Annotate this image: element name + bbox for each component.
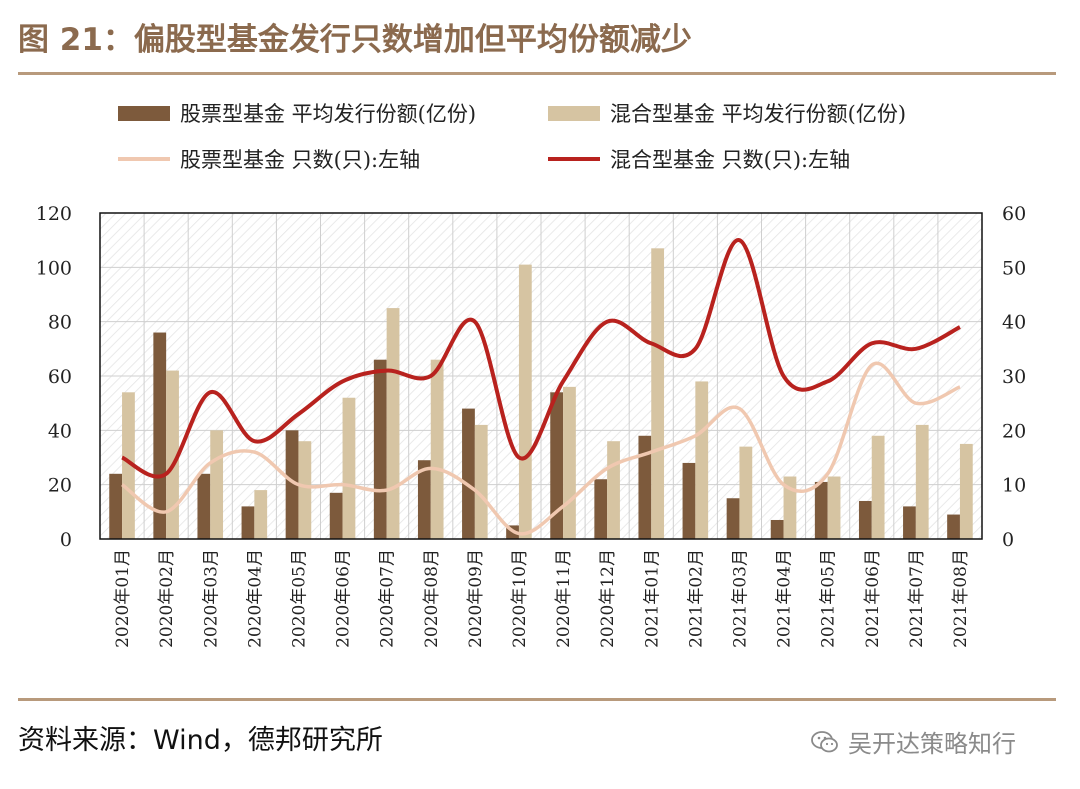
bottom-divider [18,698,1056,701]
x-tick-label: 2020年11月 [554,549,574,648]
chart-legend: 股票型基金 平均发行份额(亿份) 混合型基金 平均发行份额(亿份) 股票型基金 … [0,92,1080,188]
legend-label-mixed-line: 混合型基金 只数(只):左轴 [610,148,851,172]
legend-item-stock-line: 股票型基金 只数(只):左轴 [118,144,420,174]
x-tick-label: 2021年02月 [686,549,706,648]
bar-mixed [871,435,885,539]
bar-mixed [915,424,929,539]
line-mixed-count [121,238,961,479]
x-tick-label: 2020年06月 [334,549,354,648]
x-tick-label: 2020年05月 [289,549,309,648]
bar-mixed [474,424,488,539]
y-right-tick-label: 40 [1002,312,1026,334]
bar-mixed [607,441,620,539]
line-stock-count [121,361,961,536]
bar-mixed [651,248,665,540]
bar-stock [770,519,784,539]
legend-item-stock-bar: 股票型基金 平均发行份额(亿份) [118,98,476,128]
x-tick-label: 2020年08月 [422,549,442,648]
legend-swatch-stock-bar [118,105,170,121]
bar-stock [903,506,916,539]
x-tick-label: 2021年07月 [907,549,927,648]
x-tick-label: 2021年08月 [951,549,971,648]
bar-mixed [342,397,356,539]
bar-mixed [122,392,135,539]
y-right-tick-label: 10 [1002,475,1026,497]
x-tick-label: 2020年03月 [201,549,221,648]
wechat-icon [811,730,838,752]
x-tick-label: 2020年07月 [378,549,398,648]
x-tick-label: 2020年12月 [598,549,618,648]
x-tick-label: 2020年10月 [510,549,530,648]
y-right-tick-label: 50 [1002,257,1026,279]
y-left-tick-label: 80 [48,312,72,334]
y-right-tick-label: 20 [1002,420,1026,442]
bar-mixed [739,446,753,539]
bar-mixed [827,476,841,539]
bar-stock [241,506,255,539]
bar-stock [153,332,167,539]
y-left-tick-label: 20 [48,475,72,497]
bar-stock [682,462,696,539]
y-right-tick-label: 60 [1002,203,1026,225]
bar-mixed [254,490,268,539]
bar-stock [594,479,608,539]
bar-mixed [210,430,224,539]
bar-mixed [695,381,709,539]
legend-label-stock-line: 股票型基金 只数(只):左轴 [180,148,421,172]
bar-stock [550,392,564,539]
y-right-tick-label: 30 [1002,366,1026,388]
bar-stock [726,498,740,539]
x-tick-label: 2021年06月 [863,549,883,648]
bar-mixed [166,370,179,539]
figure-title: 图 21：偏股型基金发行只数增加但平均份额减少 [18,22,692,58]
x-tick-label: 2020年04月 [245,549,265,648]
legend-swatch-mixed-bar [548,105,600,121]
x-tick-label: 2021年04月 [775,549,795,648]
legend-swatch-mixed-line [548,157,600,161]
y-left-tick-label: 0 [60,529,72,551]
bar-stock [462,408,475,539]
bar-stock [109,473,123,539]
x-tick-label: 2020年09月 [466,549,486,648]
bar-stock [197,473,211,539]
x-tick-label: 2021年01月 [642,549,662,648]
y-left-tick-label: 60 [48,366,72,388]
bar-stock [417,460,431,539]
bar-stock [814,481,828,539]
bar-stock [638,435,652,539]
y-left-tick-label: 40 [48,420,72,442]
bar-mixed [783,476,797,539]
plot-frame [99,212,983,540]
watermark: 吴开达策略知行 [810,724,1016,759]
bar-mixed [298,441,312,539]
bar-mixed [386,308,400,539]
bar-stock [947,514,960,539]
y-left-tick-label: 100 [36,257,72,279]
x-tick-label: 2021年05月 [819,549,839,648]
legend-label-mixed-bar: 混合型基金 平均发行份额(亿份) [610,102,907,126]
top-divider [18,72,1056,75]
legend-item-mixed-bar: 混合型基金 平均发行份额(亿份) [548,98,906,128]
bar-stock [285,430,299,539]
bar-stock [373,359,387,539]
chart-area: 0 20 40 60 80 100 120 0 10 20 30 40 50 60 2020年01月 2020… [36,203,1026,648]
watermark-text: 吴开达策略知行 [848,730,1016,758]
x-tick-label: 2020年01月 [113,549,133,648]
bar-mixed [563,386,576,539]
y-right-tick-label: 0 [1002,529,1014,551]
source-note: 资料来源：Wind，德邦研究所 [18,725,383,756]
legend-swatch-stock-line [118,157,170,161]
bar-mixed [959,443,973,539]
legend-item-mixed-line: 混合型基金 只数(只):左轴 [548,144,850,174]
bar-stock [858,500,872,539]
bar-mixed [430,359,444,539]
y-left-tick-label: 120 [36,203,72,225]
bar-mixed [518,264,532,539]
x-tick-label: 2021年03月 [730,549,750,648]
legend-label-stock-bar: 股票型基金 平均发行份额(亿份) [180,102,477,126]
x-tick-label: 2020年02月 [157,549,177,648]
bar-stock [329,492,343,539]
